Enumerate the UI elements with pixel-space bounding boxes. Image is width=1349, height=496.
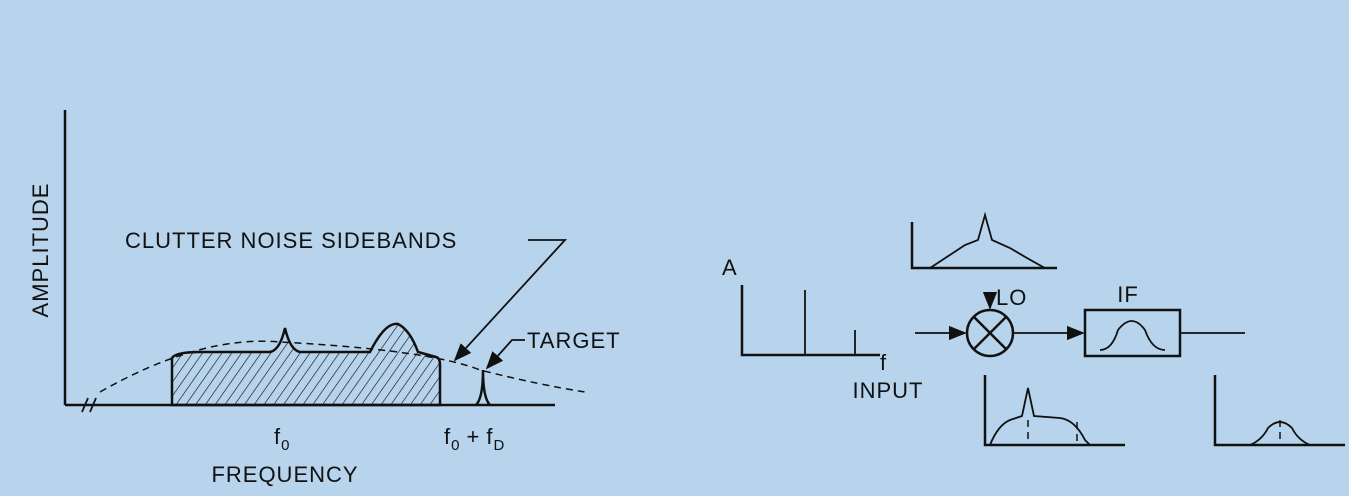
lo-label: LO	[996, 285, 1027, 310]
spectrum-curve	[929, 211, 1046, 269]
input-label: INPUT	[853, 378, 924, 403]
x-axis-label: FREQUENCY	[211, 462, 358, 487]
target-spike	[475, 369, 491, 406]
mixed-axes	[983, 375, 1125, 447]
sidebands-leader	[453, 239, 568, 362]
mixed-curve	[989, 387, 1091, 446]
sidebands-label: CLUTTER NOISE SIDEBANDS	[125, 228, 457, 253]
spectrum-axes	[910, 222, 1057, 270]
f0-plus-fd-label: f0 + fD	[444, 424, 505, 454]
output-axes	[1213, 375, 1345, 447]
left-plot: AMPLITUDE CLUTTER NOISE SIDEBANDS TARGET…	[28, 110, 621, 487]
right-diagram: A f INPUT LO IF	[722, 211, 1345, 447]
axis-break	[81, 397, 97, 413]
mixer-cross	[973, 316, 1007, 350]
if-response	[1099, 320, 1166, 351]
f0-label: f0	[274, 424, 290, 454]
frequency-label: f	[880, 350, 887, 375]
input-axes	[740, 285, 880, 357]
clutter-spectrum	[170, 322, 442, 407]
if-label: IF	[1117, 282, 1139, 307]
amplitude-label: A	[722, 255, 738, 280]
mixed-dashes	[1027, 420, 1078, 445]
target-label: TARGET	[527, 328, 621, 353]
y-axis-label: AMPLITUDE	[28, 183, 53, 318]
target-leader	[485, 339, 525, 370]
